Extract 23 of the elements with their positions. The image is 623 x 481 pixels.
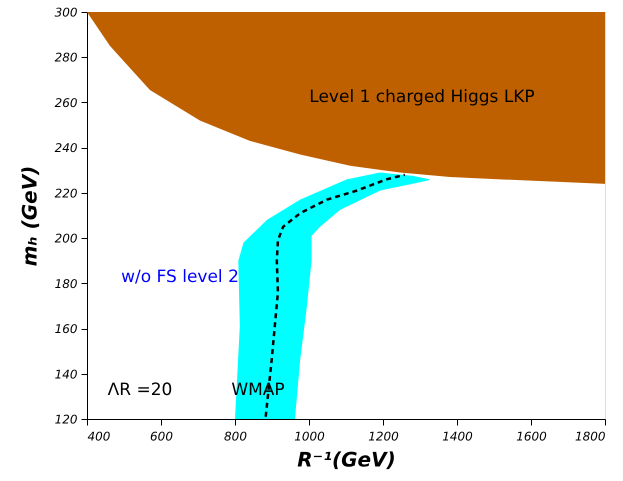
x-tick-label: 1000 xyxy=(294,430,326,444)
y-tick-label: 300 xyxy=(54,6,78,20)
y-tick-label: 240 xyxy=(54,141,78,156)
y-axis-title: mₕ (GeV) xyxy=(18,166,42,266)
y-tick-label: 180 xyxy=(54,276,78,291)
x-tick-label: 400 xyxy=(88,430,111,444)
y-tick-label: 160 xyxy=(54,322,78,336)
x-tick-label: 1400 xyxy=(442,430,474,444)
x-axis-title: R⁻¹(GeV) xyxy=(297,448,396,472)
x-tick-label: 800 xyxy=(224,430,248,444)
annotation: w/o FS level 2 xyxy=(121,267,239,287)
y-tick-label: 200 xyxy=(54,232,78,246)
y-tick-label: 220 xyxy=(54,186,78,200)
x-tick-label: 600 xyxy=(150,430,174,444)
y-tick-label: 280 xyxy=(54,50,78,65)
x-tick-label: 1200 xyxy=(368,430,400,444)
y-tick-label: 140 xyxy=(54,367,78,382)
annotation: Level 1 charged Higgs LKP xyxy=(309,87,535,107)
x-tick-label: 1800 xyxy=(574,430,606,444)
y-tick-label: 120 xyxy=(54,412,78,426)
x-tick-label: 1600 xyxy=(516,430,548,444)
annotation: ΛR =20 xyxy=(108,380,172,400)
y-tick-label: 260 xyxy=(54,96,78,110)
